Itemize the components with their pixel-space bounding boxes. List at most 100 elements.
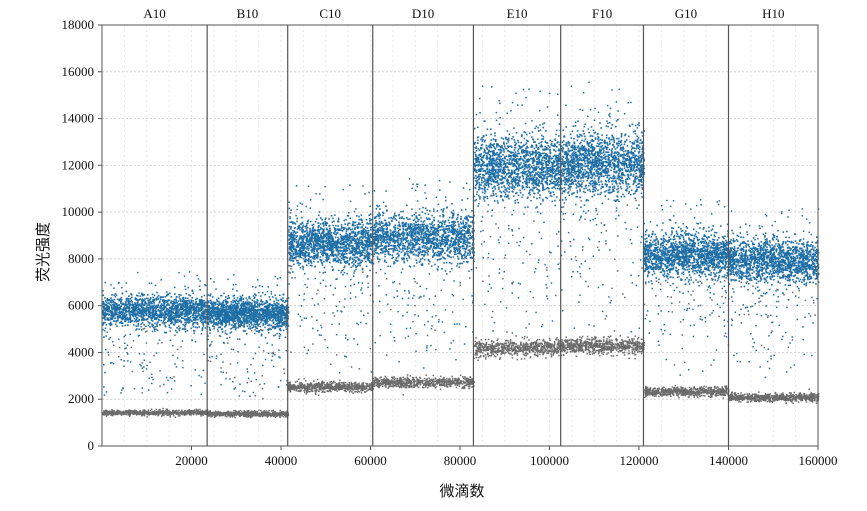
droplet-point: [272, 344, 274, 346]
droplet-point: [254, 301, 256, 303]
droplet-point: [219, 413, 221, 415]
droplet-point: [271, 311, 273, 313]
droplet-point: [356, 215, 358, 217]
droplet-point: [199, 285, 201, 287]
droplet-point: [120, 392, 122, 394]
droplet-point: [251, 381, 253, 383]
droplet-point: [187, 304, 189, 306]
droplet-point: [168, 316, 170, 318]
droplet-point: [146, 304, 148, 306]
droplet-point: [153, 355, 155, 357]
droplet-point: [214, 417, 216, 419]
droplet-point: [227, 301, 229, 303]
droplet-point: [269, 328, 271, 330]
droplet-point: [143, 353, 145, 355]
droplet-point: [193, 303, 195, 305]
droplet-point: [229, 324, 231, 326]
droplet-point: [239, 384, 241, 386]
droplet-point: [260, 322, 262, 324]
droplet-point: [189, 321, 191, 323]
droplet-point: [289, 218, 291, 220]
droplet-point: [218, 314, 220, 316]
droplet-point: [138, 411, 140, 413]
droplet-point: [179, 320, 181, 322]
droplet-point: [272, 296, 274, 298]
droplet-point: [106, 335, 108, 337]
droplet-point: [106, 310, 108, 312]
droplet-point: [247, 299, 249, 301]
droplet-point: [255, 306, 257, 308]
droplet-point: [110, 413, 112, 415]
droplet-point: [237, 351, 239, 353]
droplet-point: [165, 307, 167, 309]
droplet-point: [244, 412, 246, 414]
droplet-point: [211, 341, 213, 343]
droplet-point: [204, 309, 206, 311]
droplet-point: [124, 348, 126, 350]
droplet-point: [225, 299, 227, 301]
droplet-point: [104, 312, 106, 314]
droplet-point: [119, 322, 121, 324]
droplet-point: [253, 325, 255, 327]
droplet-point: [194, 412, 196, 414]
droplet-point: [233, 410, 235, 412]
droplet-point: [197, 323, 199, 325]
droplet-point: [210, 317, 212, 319]
droplet-point: [204, 295, 206, 297]
droplet-point: [249, 305, 251, 307]
droplet-point: [244, 305, 246, 307]
droplet-point: [195, 319, 197, 321]
droplet-point: [197, 303, 199, 305]
droplet-point: [128, 309, 130, 311]
droplet-point: [154, 412, 156, 414]
droplet-point: [284, 302, 286, 304]
droplet-point: [218, 321, 220, 323]
droplet-point: [123, 360, 125, 362]
droplet-point: [174, 411, 176, 413]
droplet-point: [141, 310, 143, 312]
droplet-point: [262, 312, 264, 314]
droplet-point: [217, 318, 219, 320]
droplet-point: [180, 346, 182, 348]
droplet-point: [187, 330, 189, 332]
droplet-point: [181, 321, 183, 323]
droplet-point: [208, 310, 210, 312]
droplet-point: [292, 271, 294, 273]
droplet-point: [270, 316, 272, 318]
droplet-point: [279, 335, 281, 337]
droplet-point: [175, 316, 177, 318]
droplet-point: [255, 287, 257, 289]
droplet-point: [271, 410, 273, 412]
droplet-point: [108, 354, 110, 356]
droplet-point: [285, 416, 287, 418]
droplet-point: [197, 327, 199, 329]
droplet-point: [157, 310, 159, 312]
droplet-point: [137, 272, 139, 274]
droplet-point: [208, 305, 210, 307]
droplet-point: [118, 282, 120, 284]
droplet-point: [125, 325, 127, 327]
droplet-point: [141, 306, 143, 308]
droplet-point: [140, 295, 142, 297]
droplet-point: [188, 294, 190, 296]
droplet-point: [257, 328, 259, 330]
droplet-point: [275, 412, 277, 414]
droplet-point: [127, 345, 129, 347]
droplet-point: [217, 412, 219, 414]
droplet-point: [130, 317, 132, 319]
droplet-point: [260, 301, 262, 303]
droplet-point: [278, 318, 280, 320]
droplet-point: [200, 318, 202, 320]
droplet-point: [166, 332, 168, 334]
droplet-point: [138, 305, 140, 307]
droplet-point: [103, 295, 105, 297]
droplet-point: [247, 411, 249, 413]
droplet-point: [200, 415, 202, 417]
droplet-point: [155, 414, 157, 416]
droplet-point: [218, 308, 220, 310]
droplet-point: [170, 302, 172, 304]
droplet-point: [286, 350, 288, 352]
droplet-point: [269, 324, 271, 326]
droplet-point: [164, 332, 166, 334]
